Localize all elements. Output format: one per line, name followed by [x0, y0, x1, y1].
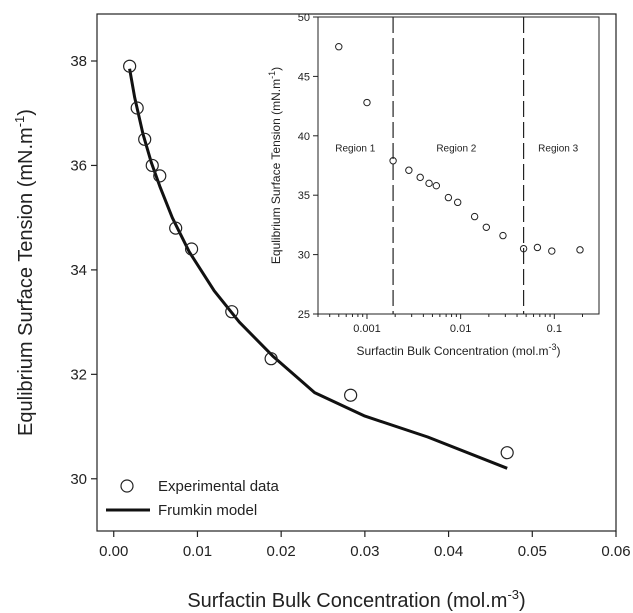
inset-data-point: [405, 166, 413, 174]
frumkin-model-line: [128, 68, 508, 470]
main-y-tick-label: 30: [70, 471, 87, 488]
inset-data-point: [576, 246, 584, 254]
inset-series: [335, 43, 584, 255]
inset-data-point: [499, 231, 507, 240]
main-x-tick-label: 0.05: [518, 543, 547, 560]
experimental-data-point: [264, 352, 278, 366]
experimental-data-point: [130, 101, 144, 115]
inset-data-point: [432, 181, 441, 190]
inset-y-tick-label: 50: [298, 12, 310, 24]
inset-data-point: [363, 98, 371, 107]
main-plot-frame: [96, 13, 617, 532]
main-x-tick-label: 0.00: [99, 543, 128, 560]
inset-x-ticks: 0.001 0.01 0.1: [317, 314, 584, 335]
inset-x-tick-label: 0.01: [450, 323, 471, 335]
experimental-data-point: [123, 59, 137, 73]
main-chart: 0.00 0.01 0.02 0.03 0.04 0.05 0.06 3032343638 …: [12, 13, 631, 612]
region-label: Region 1: [335, 144, 375, 155]
legend-label-experimental: Experimental data: [158, 478, 280, 495]
legend-marker-experimental: [120, 479, 134, 493]
inset-data-point: [519, 244, 528, 253]
inset-data-point: [444, 193, 453, 202]
inset-data-point: [335, 43, 343, 51]
main-x-tick-label: 0.06: [601, 543, 630, 560]
inset-y-axis-label: Equlibrium Surface Tension (mN.m-1): [267, 67, 283, 264]
main-y-axis-label: Equlibrium Surface Tension (mN.m-1): [12, 109, 37, 436]
inset-data-point: [389, 157, 397, 165]
main-x-tick-label: 0.03: [350, 543, 379, 560]
experimental-data-point: [225, 305, 239, 319]
experimental-data-point: [145, 158, 159, 173]
inset-data-point: [533, 243, 542, 252]
main-y-tick-label: 32: [70, 366, 87, 383]
experimental-data-point: [169, 221, 183, 235]
main-legend: Experimental data Frumkin model: [106, 478, 280, 519]
inset-data-point: [482, 223, 491, 231]
main-x-axis-label: Surfactin Bulk Concentration (mol.m-3): [187, 587, 525, 612]
inset-y-tick-label: 25: [298, 309, 310, 321]
main-y-ticks: 30 32 34 36 38: [70, 53, 97, 488]
experimental-data-point: [184, 242, 199, 256]
experimental-data-point: [138, 132, 152, 146]
inset-x-tick-label: 0.1: [547, 323, 562, 335]
main-x-tick-label: 0.01: [183, 543, 212, 560]
inset-y-tick-label: 45: [298, 71, 310, 83]
legend-label-frumkin: Frumkin model: [158, 502, 257, 519]
main-y-tick-label: 34: [70, 262, 87, 279]
region-label: Region 2: [436, 144, 476, 155]
inset-y-tick-label: 30: [298, 250, 310, 262]
inset-data-point: [425, 179, 433, 188]
main-series: [123, 59, 514, 470]
main-y-tick-label: 36: [70, 157, 87, 174]
inset-data-point: [548, 247, 556, 255]
inset-x-axis-label: Surfactin Bulk Concentration (mol.m-3): [356, 342, 560, 358]
inset-y-ticks: 25 30 35 40 45 50: [298, 12, 318, 321]
region-label: Region 3: [538, 144, 578, 155]
inset-plot-frame: [317, 16, 600, 315]
inset-data-point: [470, 212, 479, 221]
main-x-tick-label: 0.04: [434, 543, 463, 560]
main-y-tick-label: 38: [70, 53, 87, 70]
inset-y-tick-label: 35: [298, 190, 310, 202]
inset-regions: Region 1 Region 2 Region 3: [335, 17, 579, 314]
inset-y-tick-label: 40: [298, 131, 310, 143]
experimental-data-point: [344, 388, 358, 402]
experimental-data-point: [153, 169, 167, 183]
inset-x-tick-label: 0.001: [353, 323, 381, 335]
experimental-data-point: [500, 446, 514, 460]
inset-data-point: [453, 198, 462, 207]
main-x-ticks: 0.00 0.01 0.02 0.03 0.04 0.05 0.06: [99, 531, 631, 560]
main-x-tick-label: 0.02: [267, 543, 296, 560]
inset-data-point: [416, 173, 424, 182]
